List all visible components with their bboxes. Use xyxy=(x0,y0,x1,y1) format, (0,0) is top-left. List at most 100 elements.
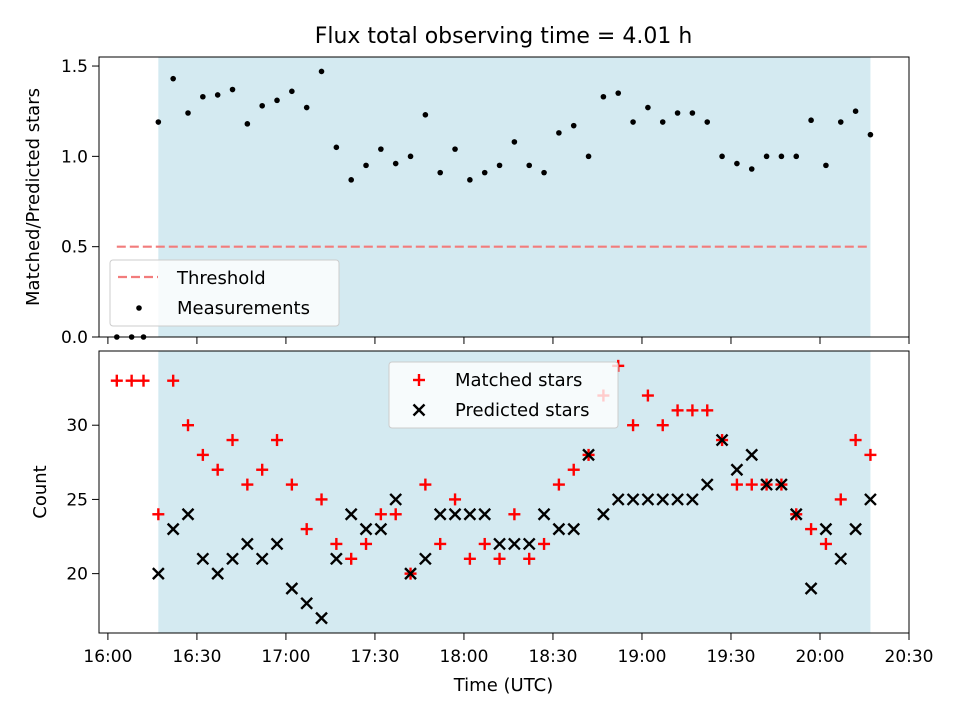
matched-star-point xyxy=(152,508,165,521)
matched-star-point xyxy=(167,374,180,387)
predicted-star-point xyxy=(537,507,551,521)
predicted-star-point xyxy=(567,522,581,536)
measurement-point xyxy=(214,92,221,98)
matched-star-point xyxy=(125,374,138,387)
measurement-point xyxy=(259,102,265,109)
predicted-star-point xyxy=(671,493,684,506)
measurement-point xyxy=(734,160,740,167)
legend-measurements-label: Measurements xyxy=(177,298,310,319)
matched-star-point xyxy=(271,434,284,447)
matched-star-point xyxy=(419,478,432,491)
legend-predicted-label: Predicted stars xyxy=(455,400,589,421)
x-tick-label: 18:30 xyxy=(528,647,577,667)
measurement-point xyxy=(778,153,785,160)
measurement-point xyxy=(704,119,711,125)
measurement-point xyxy=(155,119,162,125)
matched-star-point xyxy=(345,552,358,565)
predicted-star-point xyxy=(641,493,655,506)
x-tick-label: 17:00 xyxy=(261,647,310,667)
measurement-point xyxy=(318,68,325,75)
matched-star-point xyxy=(315,493,328,506)
count-plot-frame xyxy=(98,350,910,634)
measurement-point xyxy=(763,153,770,160)
measurement-point xyxy=(467,177,473,183)
matched-star-point xyxy=(389,508,402,521)
measurement-point xyxy=(556,130,562,136)
predicted-star-point xyxy=(448,507,462,521)
matched-star-point xyxy=(182,419,195,432)
count-x-axis: 16:00 16:30 17:00 17:30 18:00 18:30 19:00 19:30… xyxy=(83,633,934,667)
predicted-star-point xyxy=(463,507,477,521)
legend-matched-swatch xyxy=(413,374,425,386)
matched-star-point xyxy=(849,434,862,447)
measurement-point xyxy=(452,146,458,152)
legend-threshold-label: Threshold xyxy=(176,268,266,289)
predicted-star-point xyxy=(804,582,818,595)
measurement-point xyxy=(437,169,444,176)
predicted-star-point xyxy=(597,507,610,521)
measurement-point xyxy=(496,162,503,169)
count-y-tick-label: 30 xyxy=(66,416,88,436)
measurement-point xyxy=(392,160,399,167)
chart-title: Flux total observing time = 4.01 h xyxy=(315,24,693,49)
matched-star-point xyxy=(110,374,123,387)
predicted-star-point xyxy=(270,537,284,551)
ratio-plot-frame xyxy=(98,56,910,338)
matched-star-point xyxy=(745,478,758,491)
predicted-star-point xyxy=(819,522,833,536)
predicted-star-point xyxy=(315,611,328,625)
count-legend: Matched stars Predicted stars xyxy=(388,361,619,429)
measurement-point xyxy=(185,110,191,116)
predicted-star-point xyxy=(226,552,239,566)
ratio-y-tick-label: 1.5 xyxy=(61,57,88,77)
predicted-star-point xyxy=(374,522,388,536)
measurement-point xyxy=(570,122,577,129)
predicted-star-point xyxy=(359,522,373,536)
matched-star-point xyxy=(493,552,506,565)
measurement-point xyxy=(303,104,310,111)
matched-star-point xyxy=(211,463,224,476)
measurement-point xyxy=(333,144,340,151)
predicted-star-point xyxy=(715,433,729,447)
matched-star-point xyxy=(627,419,640,432)
measurement-point xyxy=(867,131,874,138)
count-y-label: Count xyxy=(30,465,51,518)
x-tick-label: 20:00 xyxy=(795,647,844,667)
matched-star-point xyxy=(360,537,373,550)
predicted-star-point xyxy=(686,493,699,506)
measurement-point xyxy=(200,93,206,100)
predicted-star-point xyxy=(181,507,195,521)
predicted-star-point xyxy=(611,493,625,506)
predicted-star-point xyxy=(478,507,492,521)
predicted-star-point xyxy=(344,507,358,521)
matched-star-point xyxy=(434,537,447,550)
predicted-star-point xyxy=(196,552,210,566)
matched-star-point xyxy=(137,374,150,387)
predicted-star-point xyxy=(760,478,773,491)
predicted-star-point xyxy=(493,537,506,551)
matched-star-point xyxy=(834,493,847,506)
predicted-star-point xyxy=(849,522,862,536)
measurement-point xyxy=(289,88,295,95)
predicted-star-point xyxy=(864,493,877,506)
ratio-legend-box xyxy=(109,259,340,327)
predicted-star-point xyxy=(419,552,432,566)
predicted-star-point xyxy=(789,507,803,521)
measurement-point xyxy=(808,117,814,124)
matched-star-point xyxy=(478,537,491,550)
count-y-tick-label: 20 xyxy=(66,565,88,585)
predicted-star-point xyxy=(700,478,714,491)
matched-star-point xyxy=(701,404,714,417)
predicted-star-point xyxy=(151,567,165,580)
predicted-star-point xyxy=(300,596,314,610)
predicted-star-point xyxy=(389,493,403,506)
x-axis-label: Time (UTC) xyxy=(453,675,554,696)
matched-star-point xyxy=(463,552,476,565)
measurement-point xyxy=(511,139,518,145)
x-tick-label: 19:30 xyxy=(706,647,755,667)
predicted-star-point xyxy=(433,507,447,521)
matched-star-point xyxy=(819,537,832,550)
measurement-point xyxy=(170,75,176,82)
ratio-panel: 0.0 0.5 1.0 1.5 Matched/Predicted stars Thr… xyxy=(23,56,910,348)
matched-star-point xyxy=(285,478,298,491)
